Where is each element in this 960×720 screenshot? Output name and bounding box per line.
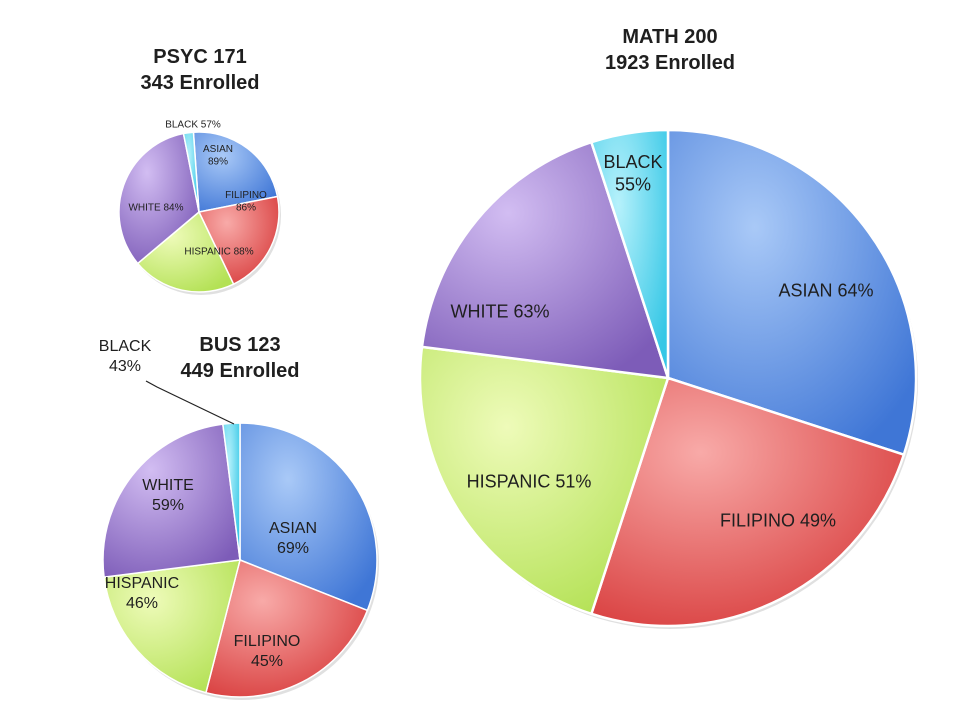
- math-200-enrollment: 1923 Enrolled: [604, 52, 736, 74]
- psyc-171-slice-hispanic: [136, 210, 235, 293]
- psyc-171-label-filipino: FILIPINO 86%: [225, 190, 267, 214]
- bus-123-slice-filipino: [205, 558, 369, 698]
- math-200-pie: [418, 128, 918, 629]
- math-200-slice-asian: [666, 128, 918, 457]
- bus-123-label-white: WHITE 59%: [142, 477, 194, 514]
- bus-123-label-asian: ASIAN 69%: [269, 520, 317, 557]
- psyc-171-pie: [118, 131, 281, 295]
- psyc-171-label-white: WHITE 84%: [128, 203, 183, 214]
- math-200-label-filipino: FILIPINO 49%: [720, 510, 836, 530]
- bus-123-course-name: BUS 123: [199, 334, 281, 356]
- psyc-171-slice-black: [182, 131, 200, 213]
- math-200-slice-black: [589, 128, 670, 379]
- bus-123-pie: [102, 422, 379, 700]
- bus-123-label-black: BLACK 43%: [99, 338, 152, 375]
- bus-123-black-leader-line: [145, 380, 235, 425]
- math-200-label-hispanic: HISPANIC 51%: [467, 471, 592, 491]
- bus-123-slice-white: [102, 423, 241, 579]
- math-200-slice-white: [420, 140, 670, 380]
- psyc-171-slice-filipino: [197, 195, 280, 286]
- math-200-chart-title: MATH 200 1923 Enrolled: [560, 24, 780, 76]
- bus-123-enrollment: 449 Enrolled: [180, 360, 300, 382]
- bus-123-chart-title: BUS 123 449 Enrolled: [135, 332, 345, 384]
- psyc-171-enrollment: 343 Enrolled: [140, 72, 260, 94]
- math-200-slice-hispanic: [418, 345, 670, 616]
- psyc-171-slice-white: [118, 132, 200, 265]
- bus-123-label-filipino: FILIPINO 45%: [234, 633, 301, 670]
- bus-123-label-hispanic: HISPANIC 46%: [105, 575, 179, 612]
- math-200-slice-filipino: [589, 376, 906, 628]
- math-200-course-name: MATH 200: [622, 26, 718, 48]
- psyc-171-label-black: BLACK 57%: [165, 120, 221, 131]
- psyc-171-chart-title: PSYC 171 343 Enrolled: [95, 44, 305, 96]
- bus-123-slice-asian: [239, 422, 378, 612]
- psyc-171-label-asian: ASIAN 89%: [203, 144, 233, 168]
- math-200-label-black: BLACK 55%: [603, 152, 662, 195]
- math-200-label-white: WHITE 63%: [450, 301, 549, 321]
- psyc-171-course-name: PSYC 171: [153, 46, 247, 68]
- bus-123-slice-hispanic: [103, 559, 242, 694]
- psyc-171-label-hispanic: HISPANIC 88%: [184, 247, 253, 258]
- psyc-171-slice-asian: [192, 131, 279, 213]
- math-200-label-asian: ASIAN 64%: [778, 280, 873, 300]
